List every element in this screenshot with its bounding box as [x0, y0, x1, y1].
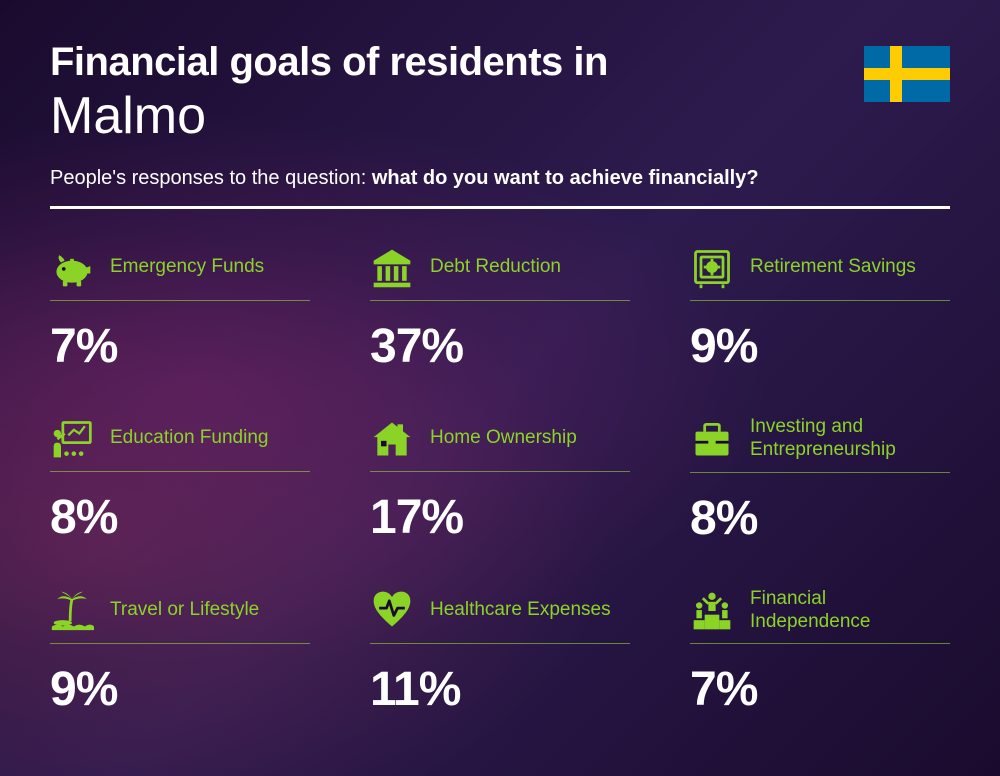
title-city: Malmo [50, 88, 950, 145]
goal-value: 8% [50, 490, 310, 545]
goal-item: Debt Reduction 37% [370, 245, 630, 374]
goal-head: Investing and Entrepreneurship [690, 416, 950, 473]
goal-head: Emergency Funds [50, 245, 310, 301]
goal-head: Education Funding [50, 416, 310, 472]
goal-value: 11% [370, 662, 630, 717]
goal-label: Home Ownership [430, 427, 577, 450]
goal-label: Emergency Funds [110, 256, 264, 279]
house-icon [370, 417, 414, 461]
goal-item: Travel or Lifestyle 9% [50, 588, 310, 718]
header: Financial goals of residents in Malmo Pe… [50, 40, 950, 209]
goal-value: 9% [690, 319, 950, 374]
goal-label: Retirement Savings [750, 256, 916, 279]
goal-head: Travel or Lifestyle [50, 588, 310, 644]
goal-head: Financial Independence [690, 588, 950, 645]
subtitle-bold: what do you want to achieve financially? [372, 167, 759, 189]
safe-icon [690, 246, 734, 290]
goals-grid: Emergency Funds 7% Debt Reduction 37% Re… [50, 245, 950, 717]
heart-pulse-icon [370, 588, 414, 632]
goal-value: 7% [690, 662, 950, 717]
goal-label: Travel or Lifestyle [110, 599, 259, 622]
goal-label: Healthcare Expenses [430, 599, 611, 622]
goal-value: 9% [50, 662, 310, 717]
goal-item: Healthcare Expenses 11% [370, 588, 630, 718]
goal-item: Emergency Funds 7% [50, 245, 310, 374]
goal-value: 17% [370, 490, 630, 545]
sweden-flag-icon [864, 46, 950, 102]
goal-item: Retirement Savings 9% [690, 245, 950, 374]
palm-icon [50, 588, 94, 632]
goal-head: Healthcare Expenses [370, 588, 630, 644]
briefcase-icon [690, 417, 734, 461]
goal-item: Investing and Entrepreneurship 8% [690, 416, 950, 546]
piggy-bank-icon [50, 246, 94, 290]
goal-head: Retirement Savings [690, 245, 950, 301]
divider [50, 206, 950, 209]
presentation-icon [50, 417, 94, 461]
goal-label: Financial Independence [750, 588, 950, 634]
title-line1: Financial goals of residents in [50, 40, 950, 84]
goal-head: Home Ownership [370, 416, 630, 472]
goal-label: Education Funding [110, 427, 268, 450]
subtitle: People's responses to the question: what… [50, 167, 950, 190]
goal-item: Home Ownership 17% [370, 416, 630, 546]
goal-item: Financial Independence 7% [690, 588, 950, 718]
podium-icon [690, 589, 734, 633]
bank-icon [370, 246, 414, 290]
subtitle-prefix: People's responses to the question: [50, 167, 372, 189]
goal-value: 7% [50, 319, 310, 374]
goal-item: Education Funding 8% [50, 416, 310, 546]
goal-value: 8% [690, 491, 950, 546]
goal-value: 37% [370, 319, 630, 374]
goal-label: Debt Reduction [430, 256, 561, 279]
goal-head: Debt Reduction [370, 245, 630, 301]
goal-label: Investing and Entrepreneurship [750, 416, 950, 462]
